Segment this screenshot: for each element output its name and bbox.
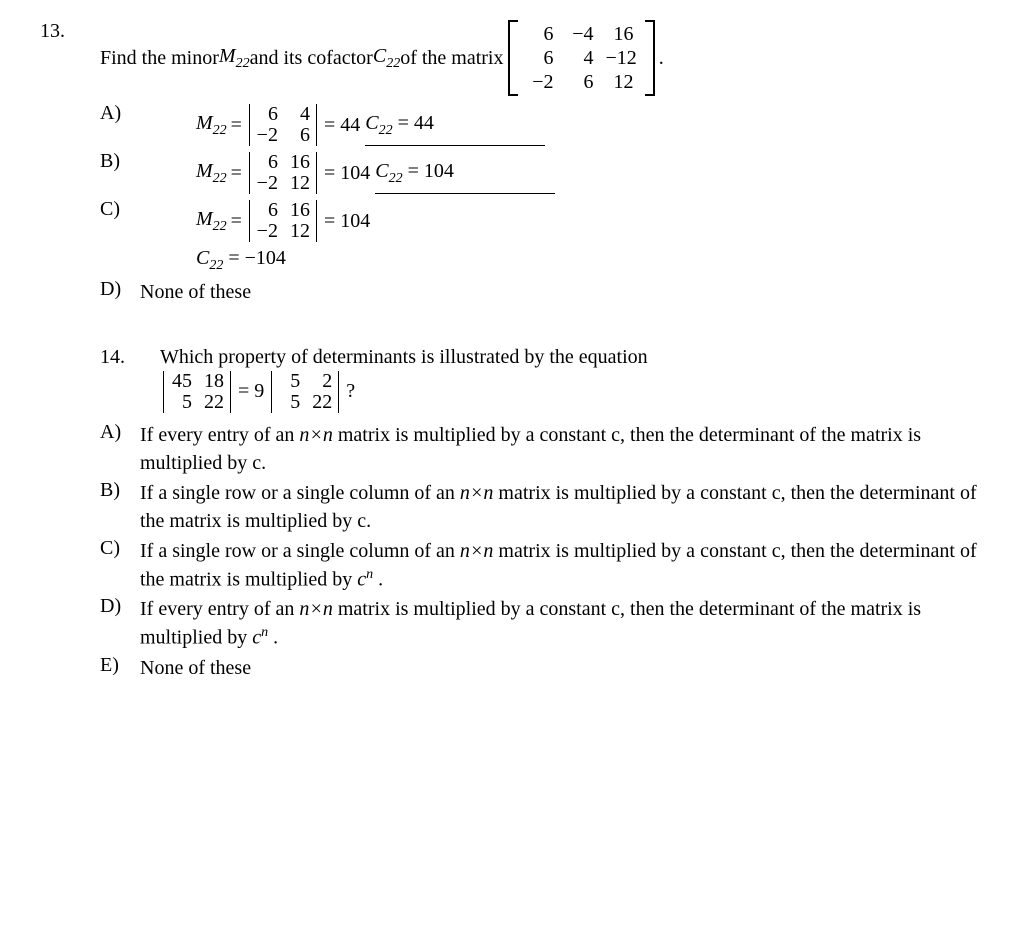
option-letter: A) [100,421,140,444]
option-c: C) If a single row or a single column of… [100,537,984,594]
option-letter: D) [100,595,140,618]
option-b: B) If a single row or a single column of… [100,479,984,535]
determinant-2x2: 52 522 [271,371,339,413]
option-c: C) M22 = 616 −212 = 104 C22 = −104 [100,198,984,276]
minor-equation: M22 = 64 −26 = 44 [196,102,360,148]
prompt-text: and its cofactor [250,47,373,70]
option-text: None of these [140,654,984,682]
option-text: If every entry of an n×n matrix is multi… [140,421,984,477]
answer-options: A) M22 = 64 −26 = 44 C22 = 44 [100,102,984,306]
option-d: D) None of these [100,278,984,306]
option-text: None of these [140,278,984,306]
option-a: A) M22 = 64 −26 = 44 C22 = 44 [100,102,984,148]
prompt-text: Find the minor [100,47,219,70]
option-text: If a single row or a single column of an… [140,479,984,535]
answer-options: A) If every entry of an n×n matrix is mu… [100,421,984,682]
cofactor-equation: C22 = 104 [375,155,555,194]
minor-equation: M22 = 616 −212 = 104 [196,150,370,196]
determinant-2x2: 4518 522 [163,371,231,413]
option-letter: B) [100,479,140,502]
period: . [659,47,664,70]
option-text: If a single row or a single column of an… [140,537,984,594]
question-prompt: Which property of determinants is illust… [160,346,984,369]
matrix-3x3: 6 −4 16 6 4 −12 −2 6 12 [508,20,655,96]
determinant-2x2: 616 −212 [249,200,317,242]
determinant-2x2: 616 −212 [249,152,317,194]
option-letter: B) [100,150,140,173]
prompt-text: of the matrix [400,47,503,70]
minor-equation: M22 = 616 −212 = 104 [196,198,370,244]
option-content: M22 = 64 −26 = 44 C22 = 44 [196,102,984,148]
question-number: 14. [100,346,125,369]
option-letter: C) [100,198,140,221]
cofactor-equation: C22 = 44 [365,107,545,146]
question-body: Find the minor M22 and its cofactor C22 … [100,20,984,306]
option-a: A) If every entry of an n×n matrix is mu… [100,421,984,477]
determinant-2x2: 64 −26 [249,104,317,146]
question-14: 14. Which property of determinants is il… [40,346,984,682]
option-letter: E) [100,654,140,677]
option-letter: D) [100,278,140,301]
cofactor-equation: C22 = −104 [196,244,984,276]
option-e: E) None of these [100,654,984,682]
option-content: M22 = 616 −212 = 104 C22 = −104 [196,198,984,276]
cofactor-symbol: C22 [373,45,400,72]
option-letter: A) [100,102,140,125]
option-b: B) M22 = 616 −212 = 104 C22 = 104 [100,150,984,196]
option-content: M22 = 616 −212 = 104 C22 = 104 [196,150,984,196]
option-text: If every entry of an n×n matrix is multi… [140,595,984,652]
option-letter: C) [100,537,140,560]
question-prompt: Find the minor M22 and its cofactor C22 … [100,20,984,96]
question-13: 13. Find the minor M22 and its cofactor … [40,20,984,306]
option-d: D) If every entry of an n×n matrix is mu… [100,595,984,652]
question-number: 13. [40,20,65,43]
minor-symbol: M22 [219,45,250,72]
question-body: Which property of determinants is illust… [160,346,984,415]
determinant-equation: 4518 522 = 9 52 522 ? [160,369,355,415]
